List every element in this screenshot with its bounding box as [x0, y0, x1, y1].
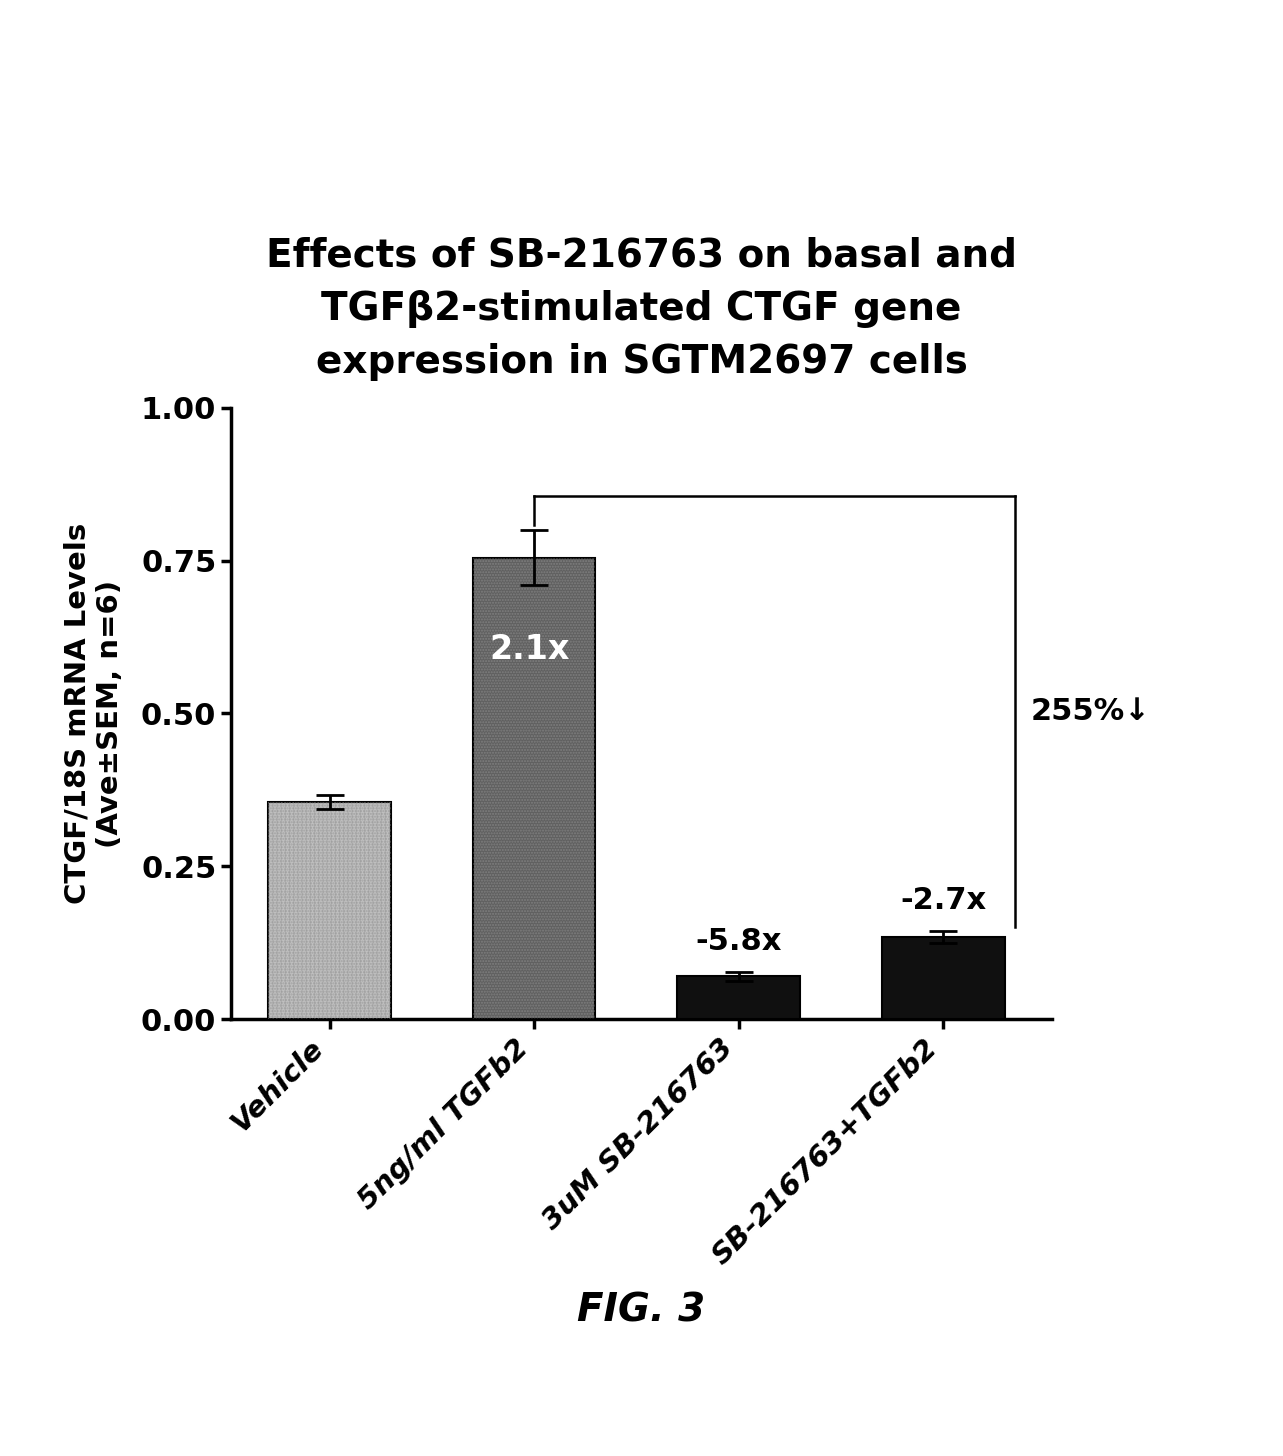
Text: 2.1x: 2.1x	[489, 633, 570, 667]
Y-axis label: CTGF/18S mRNA Levels
(Ave±SEM, n=6): CTGF/18S mRNA Levels (Ave±SEM, n=6)	[64, 523, 124, 904]
Bar	[472, 558, 595, 1019]
Bar	[268, 802, 391, 1019]
Bar	[268, 802, 391, 1019]
Bar	[881, 936, 1005, 1019]
Bar	[472, 558, 595, 1019]
Bar	[268, 802, 391, 1019]
Title: Effects of SB-216763 on basal and
TGFβ2-stimulated CTGF gene
expression in SGTM2: Effects of SB-216763 on basal and TGFβ2-…	[266, 237, 1017, 381]
Text: FIG. 3: FIG. 3	[577, 1291, 706, 1329]
Text: -2.7x: -2.7x	[901, 887, 987, 916]
Text: -5.8x: -5.8x	[695, 927, 781, 957]
Bar	[677, 977, 801, 1019]
Text: 255%↓: 255%↓	[1032, 697, 1151, 727]
